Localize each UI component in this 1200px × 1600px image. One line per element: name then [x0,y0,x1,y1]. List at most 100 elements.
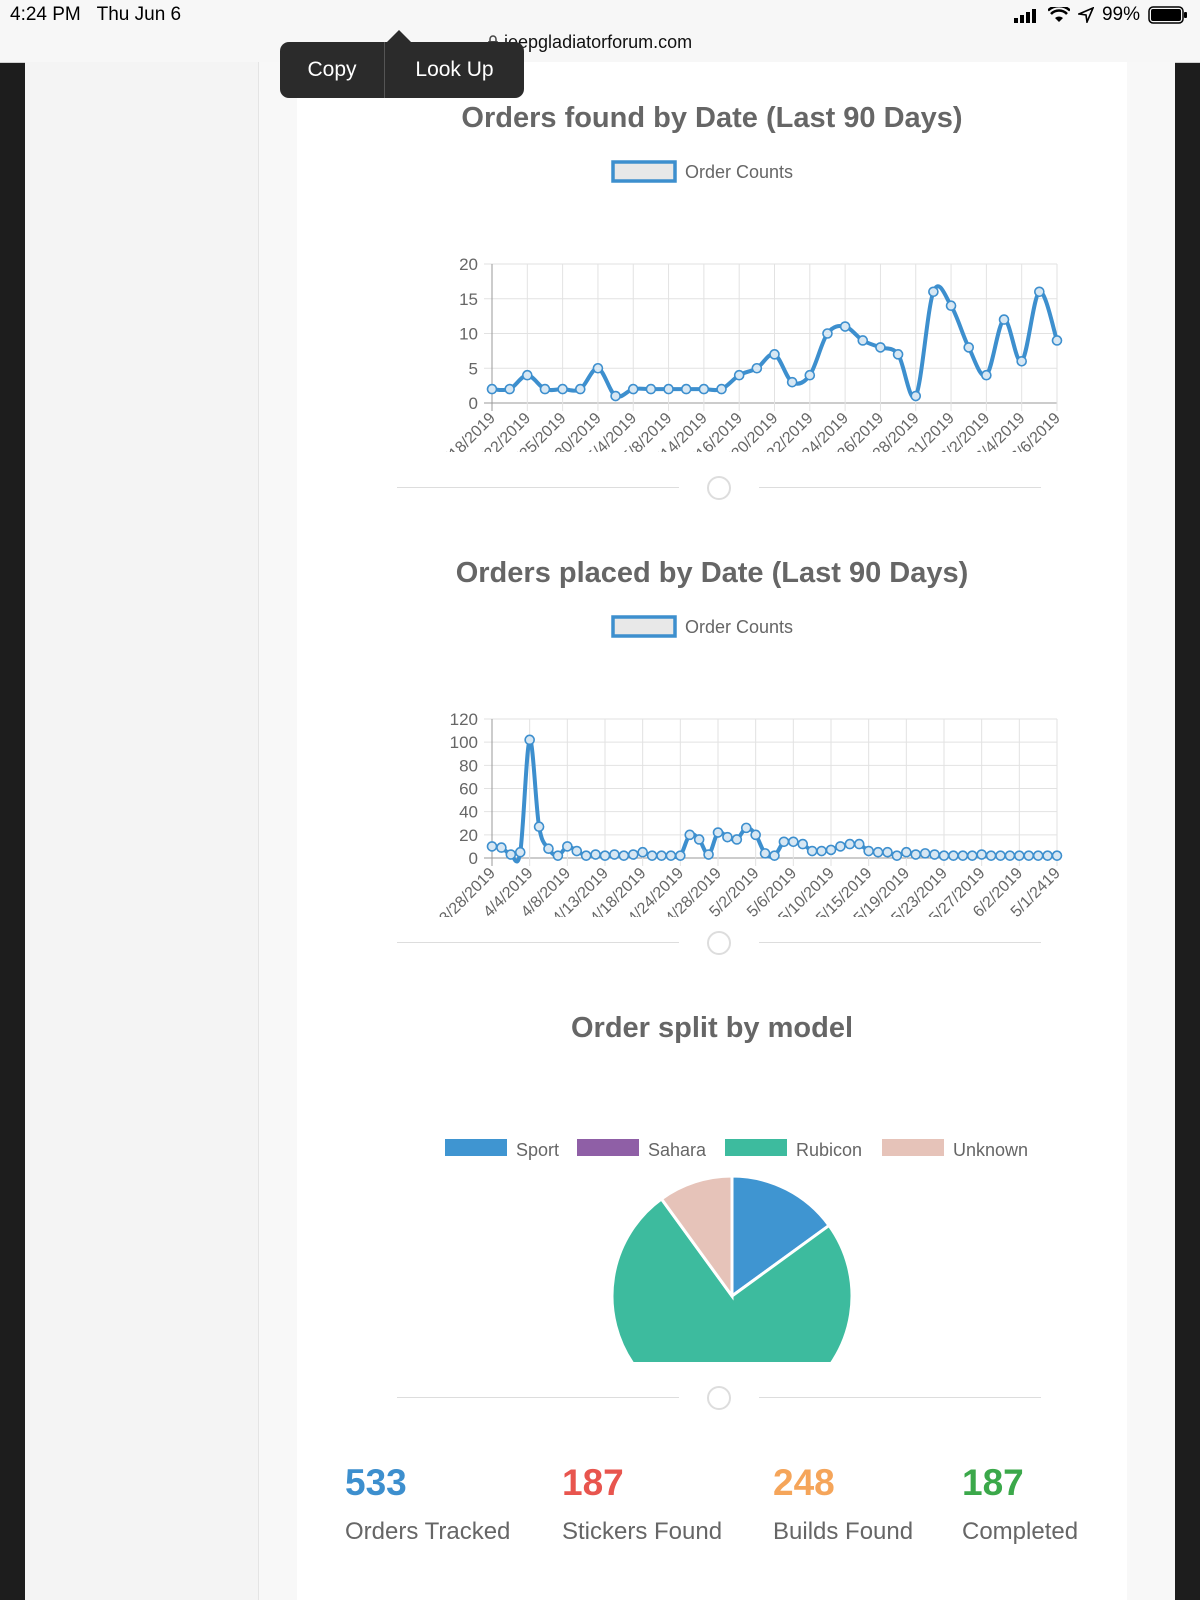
data-point [998,314,1010,325]
data-point [665,850,677,861]
data-point [759,848,771,859]
copy-menu-item[interactable]: Copy [280,42,385,98]
data-point [522,369,533,381]
chart-title: Order split by model [571,1012,853,1044]
stat-orders-tracked: 533 Orders Tracked [345,1462,510,1546]
stat-value: 248 [773,1462,835,1503]
data-point [769,850,780,861]
data-point [533,821,545,833]
data-point [646,850,658,861]
stat-value: 187 [962,1462,1024,1503]
look-up-menu-item[interactable]: Look Up [415,58,494,81]
data-point [928,286,939,298]
main-content: Orders found by Date (Last 90 Days) Orde… [297,62,1127,1600]
orders-placed-chart: Order Counts0204060801001203/28/20194/4/… [436,615,1064,917]
divider-circle-icon [707,931,731,955]
data-point [804,369,816,381]
data-point [571,845,583,857]
stat-value: 533 [345,1462,407,1503]
y-tick-label: 20 [459,826,478,845]
y-tick-label: 100 [450,733,478,752]
data-point [919,848,931,859]
chart-legend: Sport Sahara Rubicon Unknown [445,1139,1028,1160]
data-point [945,300,957,311]
data-point [1042,850,1053,861]
wifi-icon [1047,7,1070,22]
data-point [1004,850,1016,861]
data-point [750,829,761,841]
stat-builds-found: 248 Builds Found [773,1462,913,1546]
legend-label: Sport [516,1140,559,1160]
data-point [822,328,833,339]
data-point [496,842,507,853]
data-point [948,850,959,861]
chart-title: Orders placed by Date (Last 90 Days) [455,557,969,589]
sidebar [25,62,259,1600]
y-tick-label: 40 [459,803,478,822]
data-point [1034,286,1045,298]
data-point [938,850,950,861]
data-point [580,850,592,861]
data-point [1014,850,1025,861]
web-page: Orders found by Date (Last 90 Days) Orde… [25,62,1175,1600]
divider-circle-icon [707,1386,731,1410]
legend-swatch [611,615,677,638]
data-point [976,849,987,860]
data-point [663,383,674,395]
section-divider [397,476,1041,500]
data-point [627,849,639,860]
data-point [693,834,705,845]
data-point [684,829,696,841]
data-point [825,844,837,856]
stat-label: Orders Tracked [345,1518,511,1545]
data-point [703,849,714,860]
chart-legend: Order Counts [611,615,793,638]
data-point [816,845,827,857]
legend-swatch [725,1139,787,1156]
status-bar: 4:24 PM Thu Jun 6 99% [0,0,1200,30]
data-point [863,845,874,857]
data-point [769,349,780,360]
y-tick-label: 0 [469,849,478,868]
data-point [1023,850,1035,861]
data-point [857,335,869,346]
data-point [675,850,686,861]
orders-found-chart: Order Counts051015204/18/20194/22/20194/… [436,160,1064,452]
data-point [716,383,727,395]
battery-percent: 99% [1101,4,1140,25]
y-tick-label: 120 [450,710,478,729]
data-point [592,362,604,374]
stat-label: Builds Found [773,1518,914,1545]
data-point [731,834,743,845]
divider-circle-icon [707,476,731,500]
data-point [557,383,568,395]
data-point [645,383,657,395]
stat-value: 187 [562,1462,624,1503]
data-point [590,849,601,860]
model-split-chart: Sport Sahara Rubicon Unknown [445,1139,1028,1362]
data-point [778,836,790,848]
url-bar[interactable]: jeepgladiatorforum.com [0,30,1200,63]
data-point [839,321,851,332]
data-point [875,342,886,353]
y-tick-label: 10 [459,325,478,344]
data-point [609,849,620,860]
data-point [637,846,648,858]
data-point [910,849,922,860]
status-time: 4:24 PM Thu Jun 6 [10,4,182,25]
data-point [806,845,818,857]
data-point [740,822,752,834]
legend-label: Order Counts [685,162,793,182]
data-point [957,850,969,861]
y-tick-label: 5 [469,359,478,378]
legend-swatch [577,1139,639,1156]
data-point [797,838,809,850]
data-point [966,850,978,861]
stat-completed: 187 Completed [962,1462,1078,1546]
data-point [786,376,798,388]
data-point [610,390,621,402]
stat-stickers-found: 187 Stickers Found [562,1462,722,1546]
data-point [872,846,884,858]
data-point [722,831,733,843]
data-point [788,836,799,848]
